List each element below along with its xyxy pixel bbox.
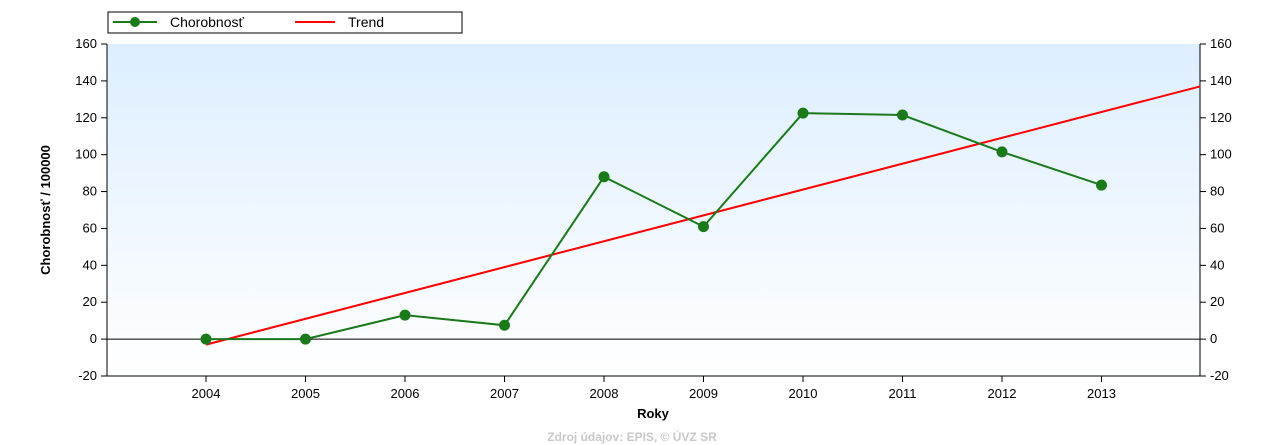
source-credit: Zdroj údajov: EPIS, © ÚVZ SR [547, 429, 717, 444]
y-tick-label-left: 160 [75, 36, 97, 51]
y-tick-label-left: 100 [75, 147, 97, 162]
x-tick-label: 2009 [689, 386, 718, 401]
chorobnost-point [897, 109, 908, 121]
chorobnost-point [200, 333, 212, 345]
y-tick-label-left: 40 [83, 257, 97, 272]
chorobnost-point [698, 221, 709, 233]
y-tick-label-right: 20 [1210, 294, 1224, 309]
chorobnost-line [206, 112, 1102, 341]
y-tick-label-right: 40 [1210, 257, 1224, 272]
y-tick-label-left: 0 [90, 331, 97, 346]
y-tick-label-right: 0 [1210, 331, 1217, 346]
chorobnost-point [300, 333, 311, 345]
chorobnost-point [996, 146, 1008, 158]
y-tick-label-left: -20 [78, 368, 97, 383]
x-axis-title: Roky [637, 406, 670, 421]
chorobnost-point [1096, 179, 1107, 191]
legend-frame [107, 11, 463, 34]
legend-label-chorobnost: Chorobnosť [170, 14, 244, 30]
x-tick-label: 2008 [590, 386, 619, 401]
legend: Chorobnosť Trend [107, 11, 463, 34]
y-axis-title: Chorobnosť / 100000 [38, 145, 53, 275]
y-tick-label-left: 120 [75, 110, 97, 125]
y-tick-label-left: 60 [83, 220, 97, 235]
plot-area [107, 44, 1200, 376]
x-tick-label: 2004 [192, 386, 221, 401]
x-tick-label: 2011 [889, 386, 917, 401]
y-tick-label-left: 80 [83, 184, 97, 199]
chorobnost-point [499, 319, 510, 331]
x-tick-label: 2010 [789, 386, 818, 401]
trend-line [205, 85, 1201, 346]
x-tick-label: 2007 [490, 386, 519, 401]
x-tick-label: 2006 [391, 386, 420, 401]
x-tick-label: 2013 [1087, 386, 1116, 401]
y-tick-label-right: 120 [1210, 110, 1232, 125]
series-layer [200, 85, 1201, 346]
y-tick-label-right: 100 [1210, 147, 1232, 162]
x-tick-label: 2005 [291, 386, 320, 401]
chorobnost-point [797, 107, 809, 119]
chorobnost-point [598, 171, 610, 183]
y-tick-label-left: 20 [83, 294, 97, 309]
y-tick-label-right: 60 [1210, 220, 1224, 235]
y-ticks: -20 -20 0 0 20 20 40 40 60 60 80 80 100 100 120 120 140 1… [75, 36, 1231, 383]
legend-marker-chorobnost [130, 17, 140, 27]
y-tick-label-right: -20 [1210, 368, 1229, 383]
chorobnost-point [399, 309, 411, 321]
y-tick-label-left: 140 [75, 73, 97, 88]
x-ticks: 2004 2005 2006 2007 2008 2009 2010 2011 2012 2013 [192, 376, 1116, 401]
y-tick-label-right: 160 [1210, 36, 1232, 51]
y-tick-label-right: 140 [1210, 73, 1232, 88]
legend-label-trend: Trend [348, 14, 384, 30]
x-tick-label: 2012 [988, 386, 1017, 401]
y-tick-label-right: 80 [1210, 184, 1224, 199]
